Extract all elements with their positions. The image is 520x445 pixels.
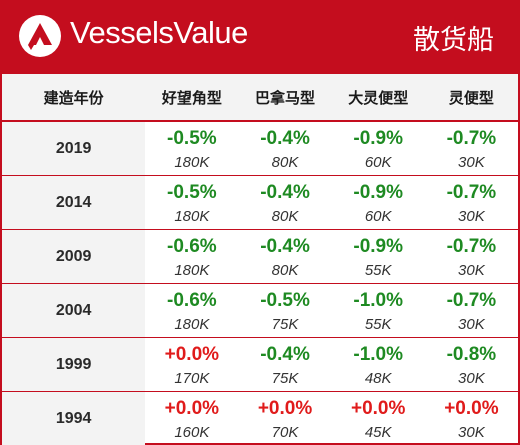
- column-header-build-year: 建造年份: [2, 74, 146, 122]
- value-change-percent: -0.8%: [446, 343, 497, 365]
- cell-capesize: +0.0% 170K: [145, 337, 239, 392]
- value-change-percent: -1.0%: [353, 289, 404, 311]
- row-header-year: 1999: [2, 337, 146, 392]
- page-title: 散货船: [413, 25, 494, 56]
- vessel-value: 30K: [458, 207, 485, 225]
- value-change-percent: -0.7%: [446, 289, 497, 311]
- cell-capesize: +0.0% 160K: [145, 392, 238, 445]
- vessel-value: 30K: [458, 369, 485, 387]
- brand-name: VesselsValue: [70, 15, 248, 50]
- vessel-value: 48K: [364, 369, 392, 387]
- value-change-percent: -0.6%: [167, 289, 217, 311]
- vessel-value: 55K: [364, 315, 392, 333]
- value-change-percent: -0.7%: [446, 235, 497, 257]
- table-row: 2004 -0.6% 180K -0.5% 75K -1.0% 55K -0.7% 30K: [2, 283, 518, 338]
- value-change-percent: -0.4%: [260, 235, 310, 257]
- value-change-percent: +0.0%: [350, 397, 406, 419]
- vessel-value: 80K: [271, 207, 299, 225]
- value-change-percent: -0.5%: [167, 181, 217, 203]
- cell-panamax: -0.4% 80K: [238, 175, 332, 230]
- value-change-percent: +0.0%: [164, 343, 220, 365]
- cell-panamax: -0.4% 75K: [238, 337, 332, 392]
- vessel-value: 30K: [458, 423, 485, 441]
- vessel-value: 80K: [271, 261, 299, 279]
- value-change-percent: -0.5%: [167, 127, 217, 149]
- cell-supramax: -0.9% 60K: [331, 121, 425, 176]
- cell-capesize: -0.6% 180K: [145, 283, 239, 338]
- cell-handysize: -0.8% 30K: [424, 337, 518, 392]
- vessel-value: 75K: [271, 369, 299, 387]
- value-change-percent: -1.0%: [353, 343, 404, 365]
- vessel-value: 160K: [174, 423, 210, 441]
- row-header-year: 2004: [2, 283, 146, 338]
- vessel-value: 30K: [458, 261, 485, 279]
- value-change-percent: +0.0%: [164, 397, 220, 419]
- table-row: 2009 -0.6% 180K -0.4% 80K -0.9% 55K -0.7% 30K: [2, 229, 518, 284]
- value-change-percent: -0.4%: [260, 343, 310, 365]
- vessel-value: 180K: [174, 261, 210, 279]
- cell-supramax: -1.0% 55K: [331, 283, 425, 338]
- table-row: 2014 -0.5% 180K -0.4% 80K -0.9% 60K -0.7% 30K: [2, 175, 518, 230]
- value-change-percent: -0.4%: [260, 181, 310, 203]
- vessel-value: 180K: [174, 315, 210, 333]
- vessel-value: 60K: [364, 207, 392, 225]
- table-row: 1994 +0.0% 160K +0.0% 70K +0.0% 45K +0.0% 30K: [2, 391, 518, 445]
- vessel-value: 80K: [271, 153, 299, 171]
- cell-capesize: -0.5% 180K: [145, 121, 239, 176]
- value-change-percent: +0.0%: [257, 397, 313, 419]
- column-header-supramax: 大灵便型: [331, 74, 425, 122]
- cell-supramax: +0.0% 45K: [332, 392, 425, 445]
- value-change-percent: -0.7%: [446, 127, 497, 149]
- value-change-percent: +0.0%: [444, 397, 499, 419]
- cell-capesize: -0.5% 180K: [145, 175, 239, 230]
- table-header-row: 建造年份 好望角型 巴拿马型 大灵便型 灵便型: [2, 74, 518, 122]
- cell-panamax: -0.5% 75K: [238, 283, 332, 338]
- vessel-value: 45K: [364, 423, 392, 441]
- value-change-percent: -0.9%: [353, 127, 404, 149]
- cell-panamax: -0.4% 80K: [238, 229, 332, 284]
- vessel-value: 180K: [174, 153, 210, 171]
- column-header-capesize: 好望角型: [145, 74, 239, 122]
- cell-supramax: -1.0% 48K: [331, 337, 425, 392]
- value-change-percent: -0.6%: [167, 235, 217, 257]
- cell-capesize: -0.6% 180K: [145, 229, 239, 284]
- value-change-percent: -0.9%: [353, 181, 404, 203]
- vessel-value: 70K: [271, 423, 299, 441]
- vessel-value: 55K: [364, 261, 392, 279]
- vessel-value-table: 建造年份 好望角型 巴拿马型 大灵便型 灵便型 2019 -0.5% 180K -0.…: [2, 74, 518, 445]
- value-change-percent: -0.9%: [353, 235, 404, 257]
- vessel-value: 30K: [458, 315, 485, 333]
- table-row: 1999 +0.0% 170K -0.4% 75K -1.0% 48K -0.8% 30K: [2, 337, 518, 392]
- cell-panamax: +0.0% 70K: [238, 392, 331, 445]
- vessel-value: 75K: [271, 315, 299, 333]
- vessel-value: 30K: [458, 153, 485, 171]
- table-row: 2019 -0.5% 180K -0.4% 80K -0.9% 60K -0.7% 30K: [2, 121, 518, 176]
- column-header-handysize: 灵便型: [424, 74, 518, 122]
- cell-handysize: -0.7% 30K: [424, 121, 518, 176]
- row-header-year: 2019: [2, 121, 146, 176]
- cell-supramax: -0.9% 55K: [331, 229, 425, 284]
- cell-handysize: -0.7% 30K: [424, 283, 518, 338]
- column-header-panamax: 巴拿马型: [238, 74, 332, 122]
- header-bar: VesselsValue 散货船: [0, 0, 520, 74]
- row-header-year: 1994: [2, 391, 146, 445]
- vessel-value: 60K: [364, 153, 392, 171]
- cell-panamax: -0.4% 80K: [238, 121, 332, 176]
- value-change-percent: -0.7%: [446, 181, 497, 203]
- vessel-value: 170K: [174, 369, 210, 387]
- row-header-year: 2014: [2, 175, 146, 230]
- cell-supramax: -0.9% 60K: [331, 175, 425, 230]
- value-change-percent: -0.5%: [260, 289, 310, 311]
- row-header-year: 2009: [2, 229, 146, 284]
- vessel-value: 180K: [174, 207, 210, 225]
- cell-handysize: -0.7% 30K: [424, 175, 518, 230]
- cell-handysize: -0.7% 30K: [424, 229, 518, 284]
- cell-handysize: +0.0% 30K: [425, 392, 518, 445]
- vesselsvalue-logo-icon: [19, 15, 61, 57]
- value-change-percent: -0.4%: [260, 127, 310, 149]
